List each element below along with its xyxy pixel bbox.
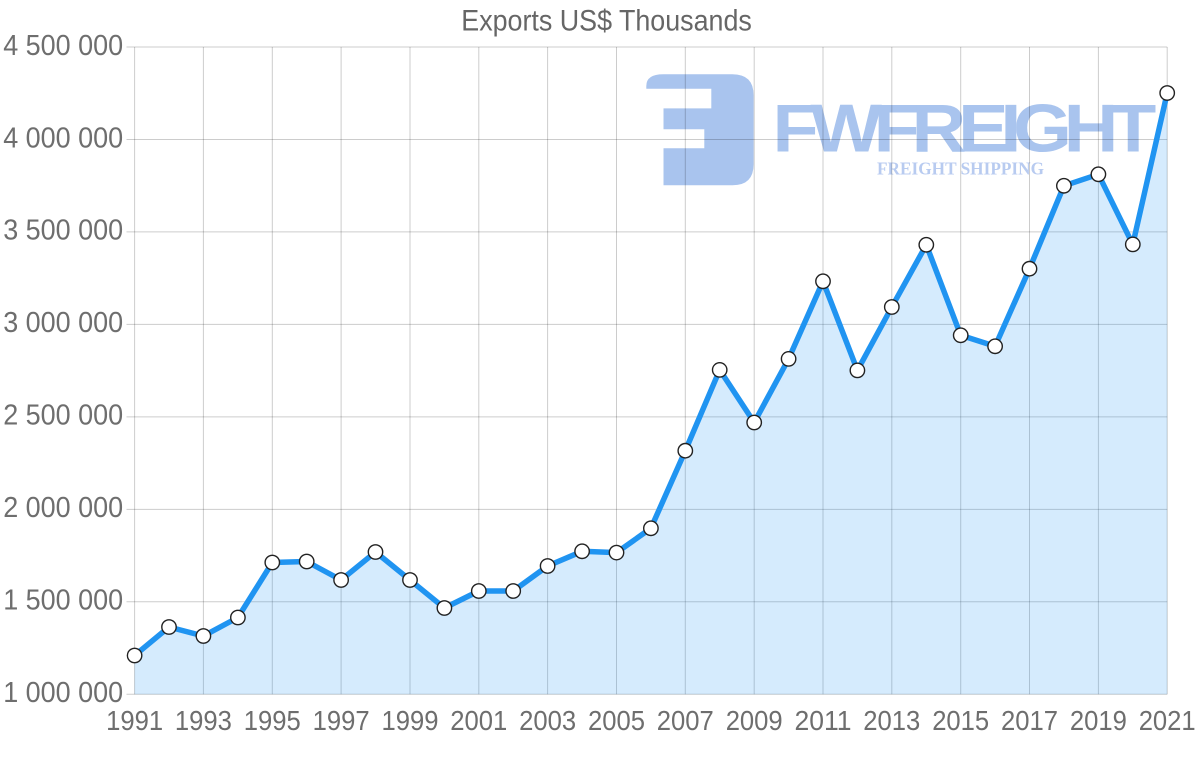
svg-text:1 500 000: 1 500 000 bbox=[3, 585, 123, 617]
svg-text:1995: 1995 bbox=[244, 705, 301, 736]
svg-text:Exports US$ Thousands: Exports US$ Thousands bbox=[461, 4, 752, 37]
svg-text:2011: 2011 bbox=[795, 705, 852, 736]
svg-text:2001: 2001 bbox=[450, 705, 507, 736]
svg-text:1 000 000: 1 000 000 bbox=[3, 677, 123, 709]
svg-text:1997: 1997 bbox=[313, 705, 370, 736]
svg-text:3 000 000: 3 000 000 bbox=[3, 307, 123, 339]
svg-text:2007: 2007 bbox=[657, 705, 714, 736]
svg-text:2005: 2005 bbox=[588, 705, 645, 736]
svg-text:2017: 2017 bbox=[1001, 705, 1058, 736]
svg-text:2013: 2013 bbox=[863, 705, 920, 736]
svg-text:FWFREIGHT: FWFREIGHT bbox=[773, 91, 1156, 166]
svg-text:2021: 2021 bbox=[1139, 705, 1196, 736]
svg-text:1993: 1993 bbox=[175, 705, 232, 736]
svg-text:3 500 000: 3 500 000 bbox=[3, 215, 123, 247]
svg-text:1991: 1991 bbox=[106, 705, 163, 736]
svg-text:1999: 1999 bbox=[382, 705, 439, 736]
svg-text:2019: 2019 bbox=[1070, 705, 1127, 736]
svg-text:FREIGHT SHIPPING: FREIGHT SHIPPING bbox=[877, 159, 1044, 179]
svg-text:4 000 000: 4 000 000 bbox=[3, 122, 123, 154]
svg-text:2009: 2009 bbox=[726, 705, 783, 736]
svg-text:2015: 2015 bbox=[932, 705, 989, 736]
svg-text:2 500 000: 2 500 000 bbox=[3, 400, 123, 432]
svg-text:2003: 2003 bbox=[519, 705, 576, 736]
svg-text:4 500 000: 4 500 000 bbox=[3, 30, 123, 62]
svg-text:2 000 000: 2 000 000 bbox=[3, 492, 123, 524]
